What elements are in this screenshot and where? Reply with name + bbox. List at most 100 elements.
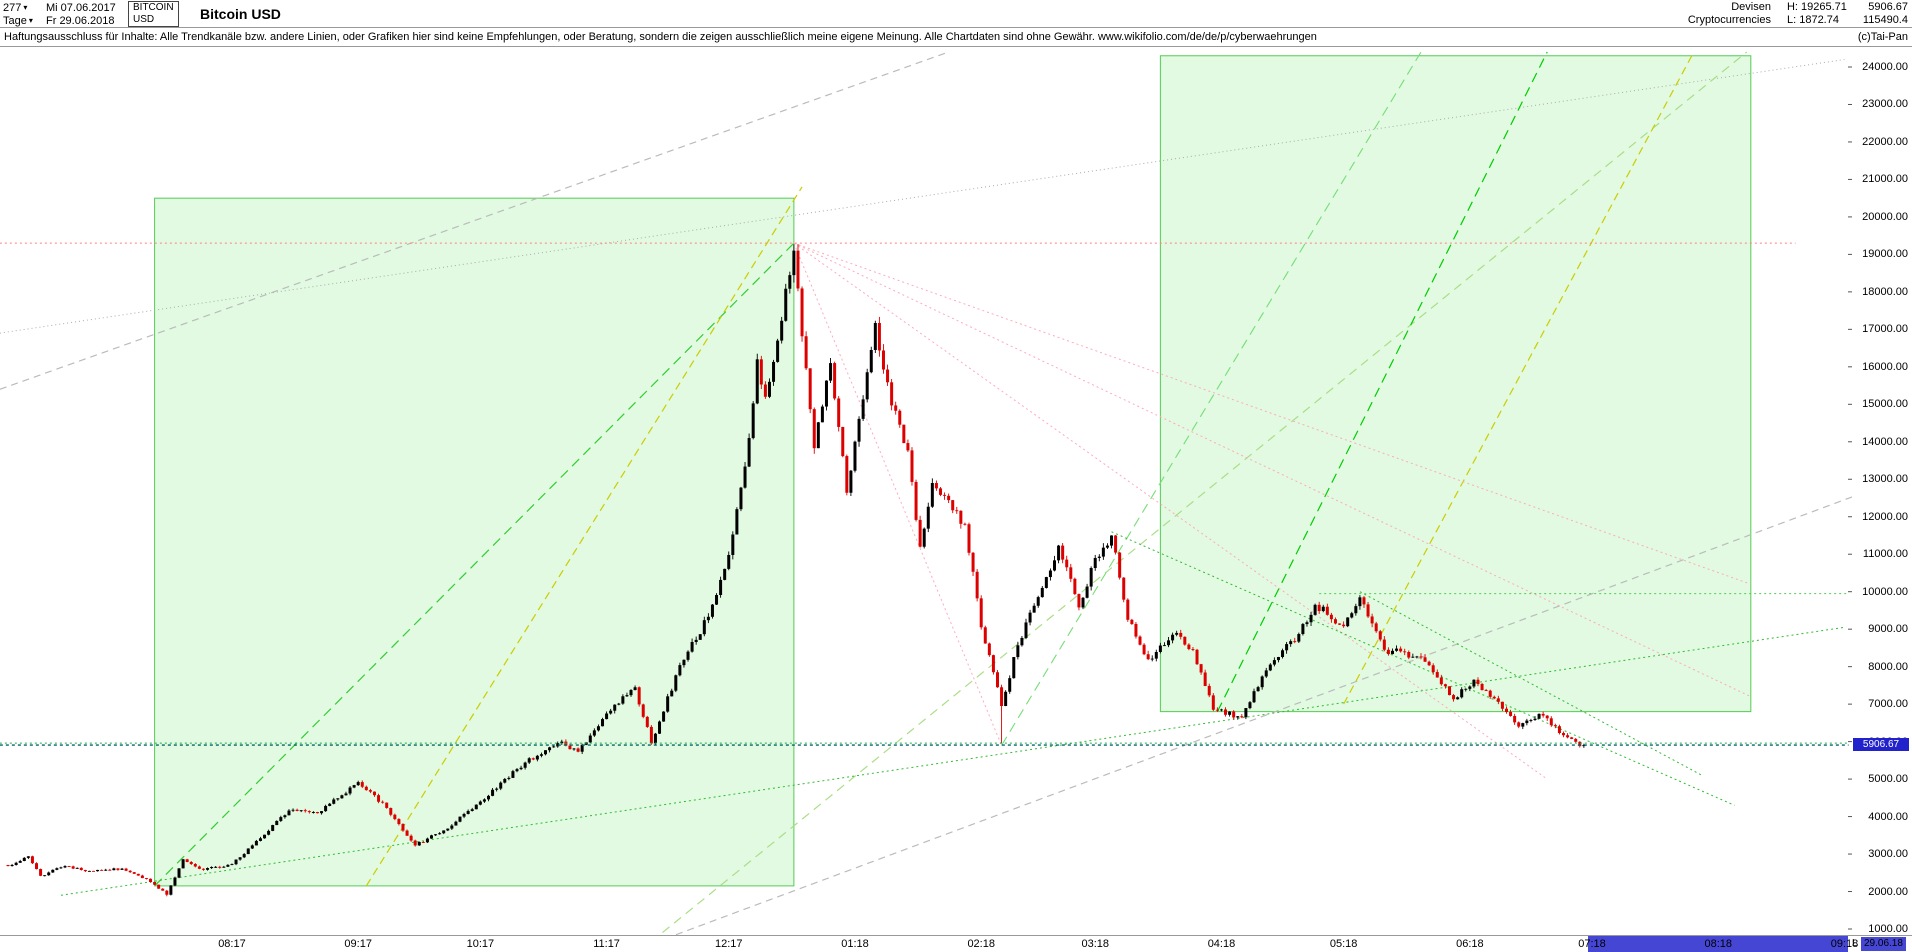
- y-axis-label: 8000.00: [1868, 660, 1908, 673]
- candle-body: [1366, 604, 1370, 617]
- candle-body: [1521, 723, 1525, 727]
- candle-body: [450, 825, 454, 829]
- candle-body: [291, 809, 295, 811]
- candle-body: [617, 703, 621, 705]
- candle-body: [1093, 557, 1097, 569]
- candle-body: [1427, 661, 1431, 666]
- category-line2: Cryptocurrencies: [1687, 14, 1771, 26]
- candle-body: [662, 711, 666, 722]
- candle-body: [128, 870, 132, 873]
- candle-body: [1219, 709, 1223, 711]
- bars-count-dropdown[interactable]: 277 ▾: [3, 2, 27, 14]
- candle-body: [1549, 718, 1553, 726]
- date-to-field[interactable]: Fr 29.06.2018: [46, 15, 115, 27]
- candle-body: [788, 275, 792, 289]
- candle-body: [568, 745, 572, 750]
- candle-body: [246, 848, 250, 855]
- candle-body: [743, 466, 747, 488]
- candle-body: [1456, 697, 1460, 700]
- candle-body: [279, 817, 283, 821]
- candle-body: [1089, 568, 1093, 587]
- candle-body: [1207, 685, 1211, 696]
- candle-body: [1317, 604, 1321, 612]
- candle-body: [1199, 664, 1203, 673]
- candle-body: [621, 696, 625, 704]
- volume: 115490.4: [1862, 14, 1908, 26]
- candle-body: [747, 438, 751, 467]
- candle-body: [1566, 735, 1570, 738]
- candle-body: [1130, 619, 1134, 624]
- candle-body: [1537, 713, 1541, 719]
- candle-body: [320, 811, 324, 814]
- fan-pink-1: [793, 242, 1751, 585]
- candle-body: [1154, 651, 1158, 659]
- symbol-name: BITCOIN: [133, 2, 174, 13]
- candle-body: [1081, 597, 1085, 608]
- candle-body: [1403, 651, 1407, 653]
- candle-body: [393, 814, 397, 820]
- candle-body: [1492, 696, 1496, 699]
- support-green-long: [60, 626, 1845, 896]
- candle-body: [389, 807, 393, 815]
- category-line1: Devisen: [1731, 1, 1771, 13]
- date-from-field[interactable]: Mi 07.06.2017: [46, 2, 116, 14]
- candle-body: [275, 820, 279, 826]
- chevron-down-icon: ▾: [23, 3, 28, 12]
- candle-body: [1203, 672, 1207, 686]
- candle-body: [1134, 623, 1138, 637]
- candle-body: [397, 819, 401, 825]
- x-axis-label: 11:17: [593, 938, 620, 950]
- candle-body: [311, 812, 315, 813]
- candle-body: [910, 450, 914, 482]
- candle-body: [739, 487, 743, 510]
- candle-body: [637, 687, 641, 705]
- candle-body: [967, 524, 971, 553]
- y-axis-label: 5000.00: [1868, 773, 1908, 786]
- candle-body: [605, 713, 609, 720]
- candle-body: [250, 845, 254, 849]
- candle-body: [865, 372, 869, 400]
- candle-body: [425, 838, 429, 843]
- candle-body: [853, 441, 857, 471]
- candle-body: [100, 869, 104, 871]
- candle-body: [829, 363, 833, 381]
- candle-body: [674, 675, 678, 691]
- candle-body: [682, 659, 686, 666]
- candle-body: [1122, 577, 1126, 600]
- candle-body: [120, 868, 124, 870]
- candle-body: [1048, 570, 1052, 578]
- candle-body: [1012, 657, 1016, 679]
- candle-body: [812, 409, 816, 449]
- candle-body: [1032, 605, 1036, 613]
- candle-body: [1338, 623, 1342, 625]
- candle-body: [1252, 691, 1256, 703]
- candle-body: [531, 758, 535, 760]
- candle-body: [1016, 645, 1020, 658]
- candle-body: [955, 510, 959, 512]
- candle-body: [132, 872, 136, 874]
- candle-body: [959, 510, 963, 524]
- candle-body: [295, 809, 299, 811]
- candle-body: [144, 878, 148, 879]
- candle-body: [1053, 560, 1057, 571]
- candle-body: [1004, 691, 1008, 707]
- candle-body: [1097, 556, 1101, 558]
- period-dropdown[interactable]: Tage ▾: [3, 15, 33, 27]
- candle-body: [1244, 708, 1248, 718]
- copyright: (c)Tai-Pan: [1857, 31, 1908, 43]
- y-axis-label: 11000.00: [1862, 548, 1908, 561]
- candle-body: [169, 885, 173, 895]
- candle-body: [698, 634, 702, 640]
- symbol-currency: USD: [133, 14, 155, 25]
- candle-body: [1346, 617, 1350, 627]
- candle-body: [837, 398, 841, 427]
- candle-body: [735, 509, 739, 535]
- candle-body: [1484, 690, 1488, 691]
- candle-body: [1525, 720, 1529, 724]
- candle-body: [242, 854, 246, 858]
- candle-body: [271, 825, 275, 831]
- candle-body: [1439, 677, 1443, 685]
- symbol-box[interactable]: BITCOIN USD: [128, 1, 179, 27]
- uptrend-green-2018-b: [1001, 51, 1422, 746]
